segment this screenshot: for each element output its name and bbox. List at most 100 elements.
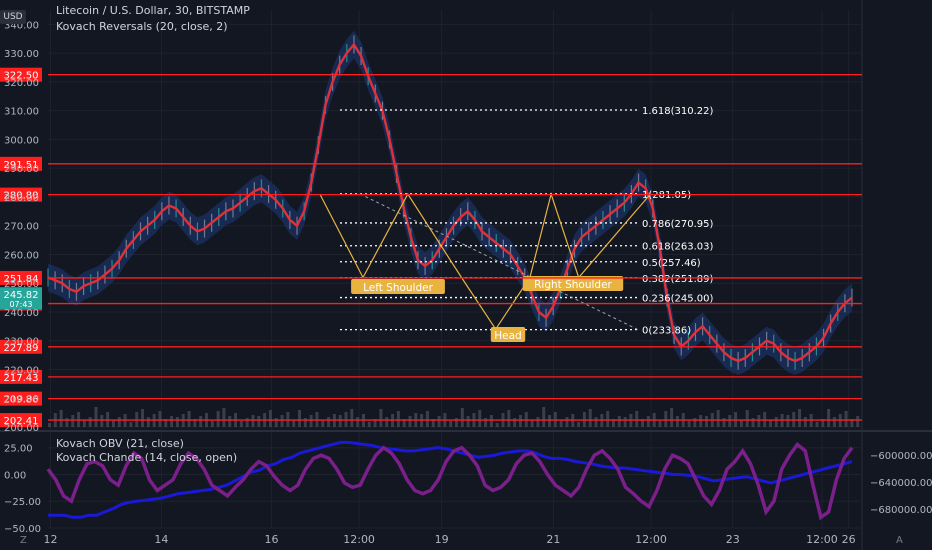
x-tick-label: 12:00 bbox=[635, 533, 667, 546]
horizontal-line-tag-label: 227.89 bbox=[4, 343, 39, 354]
volume-bar bbox=[449, 421, 453, 427]
volume-bar bbox=[292, 420, 296, 427]
fib-level-label: 1(281.05) bbox=[642, 190, 691, 201]
horizontal-line-tag bbox=[0, 187, 42, 202]
volume-bar bbox=[431, 419, 435, 427]
volume-bar bbox=[437, 416, 441, 427]
horizontal-line-tag bbox=[0, 67, 42, 82]
volume-bar bbox=[222, 408, 226, 427]
price-layer bbox=[47, 42, 853, 363]
y-tick-label: 260.00 bbox=[4, 250, 39, 261]
price-line bbox=[47, 42, 853, 363]
fib-level-label: 1.618(310.22) bbox=[642, 106, 714, 117]
horizontal-line-tag bbox=[0, 413, 42, 428]
volume-bar bbox=[489, 415, 493, 427]
volume-bar bbox=[455, 418, 458, 427]
horizontal-line-tag-label: 217.43 bbox=[4, 373, 39, 384]
volume-bar bbox=[379, 409, 383, 427]
volume-bar bbox=[705, 416, 709, 427]
volume-bar bbox=[786, 415, 790, 427]
obv-line bbox=[48, 440, 853, 519]
volume-bar bbox=[466, 416, 470, 427]
lower-pane-layer: −50.00 −25.00 0.00 25.00 −600000.00 −640000.0… bbox=[4, 440, 932, 535]
volume-bar bbox=[507, 410, 511, 427]
volume-bar bbox=[251, 415, 255, 427]
volume-bar bbox=[832, 417, 836, 427]
lower-y-tick-label: −50.00 bbox=[4, 524, 41, 535]
symbol-title[interactable]: Litecoin / U.S. Dollar, 30, BITSTAMP bbox=[56, 4, 250, 17]
volume-bar bbox=[48, 423, 51, 427]
volume-bar bbox=[170, 416, 174, 427]
indicator-title[interactable]: Kovach Reversals (20, close, 2) bbox=[56, 20, 228, 33]
volume-bar bbox=[298, 410, 302, 427]
volume-bar bbox=[71, 415, 75, 427]
y-tick-label: 340.00 bbox=[4, 20, 39, 31]
volatility-band bbox=[48, 30, 852, 375]
volume-bar bbox=[577, 422, 581, 427]
volume-bar bbox=[460, 408, 464, 427]
x-tick-label: 21 bbox=[546, 533, 560, 546]
volume-bar bbox=[239, 421, 243, 427]
lower-right-tick-label: −680000.00 bbox=[870, 505, 932, 516]
volume-bar bbox=[309, 415, 313, 427]
y-tick-label: 270.00 bbox=[4, 222, 39, 233]
volume-bar bbox=[693, 418, 697, 427]
volume-bar bbox=[327, 417, 331, 427]
volume-bar bbox=[164, 419, 168, 427]
volume-bar bbox=[728, 415, 732, 427]
y-tick-label: 230.00 bbox=[4, 337, 39, 348]
horizontal-line-tag bbox=[0, 391, 42, 406]
volume-bar bbox=[199, 416, 203, 427]
volume-bar bbox=[373, 419, 377, 427]
pattern-layer: Left Shoulder Head Right Shoulder bbox=[319, 191, 651, 342]
volume-bar bbox=[484, 418, 488, 427]
volume-bar bbox=[774, 417, 778, 427]
volume-bar bbox=[187, 411, 191, 427]
fib-level-label: 0.236(245.00) bbox=[642, 294, 714, 305]
horizontal-line-tag bbox=[0, 369, 42, 384]
volume-bar bbox=[268, 410, 272, 427]
volume-bar bbox=[635, 411, 639, 427]
lower-y-tick-label: −25.00 bbox=[4, 497, 41, 508]
volume-bar bbox=[850, 419, 854, 427]
volume-bar bbox=[856, 416, 860, 427]
volume-bar bbox=[65, 418, 69, 427]
fib-level-label: 0.786(270.95) bbox=[642, 219, 714, 230]
volume-bar bbox=[670, 408, 674, 427]
volume-bar bbox=[606, 411, 610, 427]
volume-bar bbox=[117, 417, 121, 427]
horizontal-lines-layer[interactable]: 322.50291.51280.80251.84242.93227.89217.… bbox=[0, 67, 862, 428]
volume-bar bbox=[646, 416, 650, 427]
y-tick-label: 280.00 bbox=[4, 193, 39, 204]
volume-bar bbox=[356, 417, 360, 427]
volume-bar bbox=[338, 415, 342, 427]
y-tick-label: 210.00 bbox=[4, 394, 39, 405]
volume-bar bbox=[827, 409, 831, 427]
volume-bar bbox=[768, 420, 772, 427]
volume-bar bbox=[396, 411, 400, 427]
auto-scale-icon[interactable]: A bbox=[896, 535, 903, 546]
currency-badge[interactable]: USD bbox=[0, 10, 26, 24]
volume-bar bbox=[513, 418, 517, 427]
volume-bar bbox=[548, 415, 552, 427]
volume-bar bbox=[716, 410, 720, 427]
volume-bar bbox=[611, 419, 615, 427]
fib-level-label: 0.618(263.03) bbox=[642, 242, 714, 253]
volume-bar bbox=[175, 417, 179, 427]
volume-bar bbox=[367, 422, 371, 427]
timezone-icon[interactable]: Z bbox=[20, 535, 27, 546]
current-price-tag bbox=[0, 287, 42, 310]
volume-bar bbox=[350, 409, 354, 427]
x-tick-label: 16 bbox=[265, 533, 279, 546]
volume-bar bbox=[542, 407, 546, 427]
volume-bar bbox=[803, 417, 807, 427]
horizontal-line-tag-label: 209.86 bbox=[4, 395, 39, 406]
lower-indicator-chande[interactable]: Kovach Chande (14, close, open) bbox=[56, 451, 238, 464]
x-tick-label: 12:00 bbox=[806, 533, 838, 546]
y-tick-label: 330.00 bbox=[4, 49, 39, 60]
lower-right-tick-label: −600000.00 bbox=[870, 451, 932, 462]
lower-indicator-obv[interactable]: Kovach OBV (21, close) bbox=[56, 437, 184, 450]
x-tick-label: 12:00 bbox=[343, 533, 375, 546]
